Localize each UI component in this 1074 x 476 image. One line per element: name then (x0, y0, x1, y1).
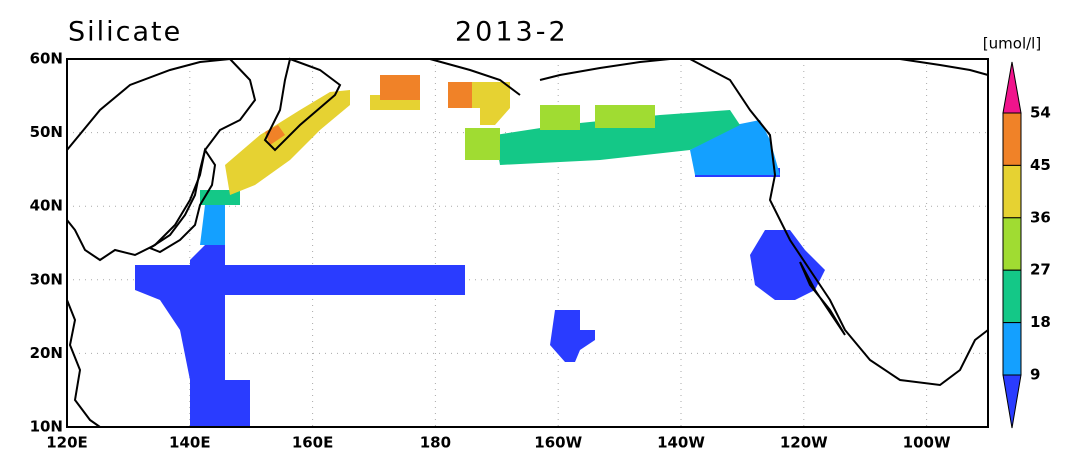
coastlines (66, 57, 989, 428)
patch (380, 75, 420, 100)
colorbar-box (1002, 112, 1022, 166)
colorbar-box (1002, 217, 1022, 271)
coast-baja (799, 261, 846, 336)
lat-tick-label: 60N (30, 50, 63, 68)
coast-japan (147, 147, 217, 254)
lon-tick-label: 140W (657, 434, 705, 452)
colorbar-box (1002, 322, 1022, 376)
colorbar-box (1002, 269, 1022, 324)
patch (690, 120, 780, 175)
patch (225, 90, 350, 195)
patch (135, 265, 465, 427)
lon-tick-label: 160W (534, 434, 582, 452)
lat-tick-label: 10N (30, 418, 63, 436)
coast-asia (66, 58, 257, 262)
patch (750, 230, 825, 300)
patch (470, 82, 510, 125)
patch (190, 245, 225, 290)
patch (495, 110, 740, 165)
patch (550, 310, 595, 362)
colorbar: 54 45 36 27 18 9 (1002, 61, 1051, 429)
patch (465, 128, 500, 160)
patch (200, 205, 225, 245)
patch (448, 82, 472, 108)
patch (540, 105, 580, 130)
lon-tick-label: 140E (169, 434, 211, 452)
data-patches (135, 75, 825, 427)
lon-tick-label: 120W (780, 434, 828, 452)
colorbar-label: 18 (1030, 313, 1051, 331)
plot-frame (66, 58, 989, 428)
colorbar-label: 9 (1030, 366, 1040, 384)
lat-tick-label: 40N (30, 197, 63, 215)
coast-north-america (429, 58, 989, 387)
colorbar-label: 54 (1030, 104, 1051, 122)
lat-tick-label: 20N (30, 344, 63, 362)
colorbar-triangle (1002, 61, 1022, 114)
lon-tick-label: 180 (420, 434, 451, 452)
lat-tick-label: 30N (30, 270, 63, 288)
colorbar-box (1002, 164, 1022, 219)
coast-philippines (66, 299, 101, 428)
date: 2013-2 (455, 17, 569, 48)
unit: [umol/l] (983, 35, 1041, 53)
coast-kamchatka (263, 57, 342, 152)
lon-tick-label: 120E (46, 434, 88, 452)
colorbar-label: 36 (1030, 208, 1051, 226)
title: Silicate (68, 17, 182, 48)
lon-tick-label: 100W (903, 434, 951, 452)
patch (595, 105, 655, 128)
colorbar-label: 45 (1030, 156, 1051, 174)
lat-tick-label: 50N (30, 123, 63, 141)
colorbar-triangle (1002, 374, 1022, 429)
patch (200, 380, 250, 427)
colorbar-label: 27 (1030, 261, 1051, 279)
lon-tick-label: 160E (292, 434, 334, 452)
